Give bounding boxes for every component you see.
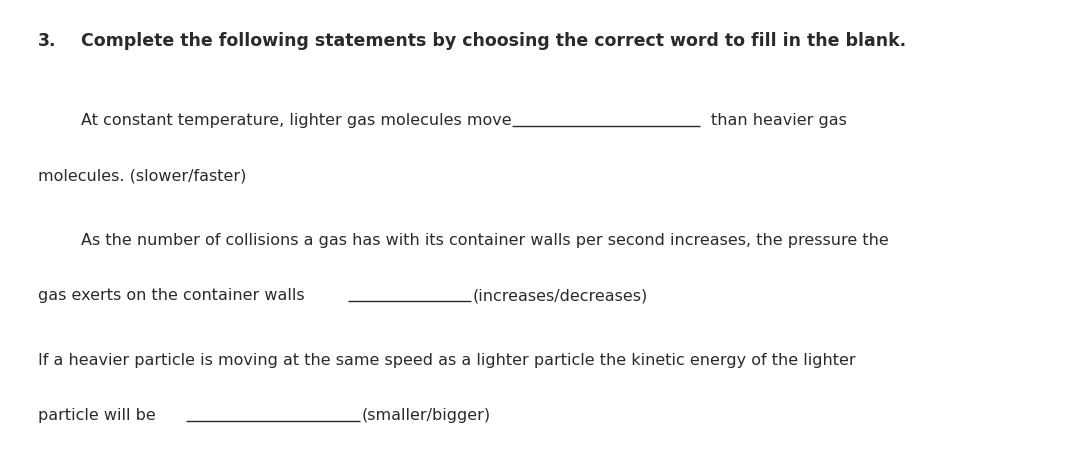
Text: Complete the following statements by choosing the correct word to fill in the bl: Complete the following statements by cho…	[81, 32, 906, 50]
Text: At constant temperature, lighter gas molecules move: At constant temperature, lighter gas mol…	[81, 113, 512, 128]
Text: (smaller/bigger): (smaller/bigger)	[362, 408, 491, 423]
Text: As the number of collisions a gas has with its container walls per second increa: As the number of collisions a gas has wi…	[81, 233, 889, 248]
Text: If a heavier particle is moving at the same speed as a lighter particle the kine: If a heavier particle is moving at the s…	[38, 353, 855, 368]
Text: (increases/decreases): (increases/decreases)	[473, 288, 648, 303]
Text: than heavier gas: than heavier gas	[711, 113, 847, 128]
Text: particle will be: particle will be	[38, 408, 156, 423]
Text: molecules. (slower/faster): molecules. (slower/faster)	[38, 168, 246, 183]
Text: 3.: 3.	[38, 32, 56, 50]
Text: gas exerts on the container walls: gas exerts on the container walls	[38, 288, 305, 303]
